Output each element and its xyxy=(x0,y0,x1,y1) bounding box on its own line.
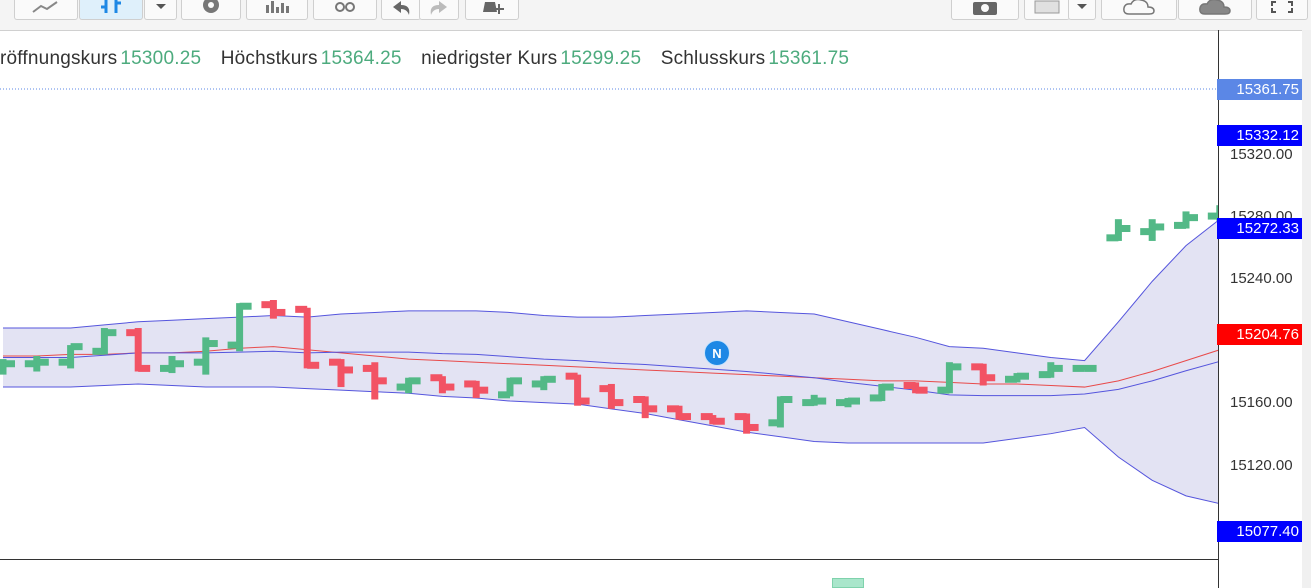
high-value: 15364.25 xyxy=(320,48,402,69)
ohlc-bar xyxy=(227,302,252,352)
ohlc-bar xyxy=(329,358,353,388)
redo-button[interactable] xyxy=(419,0,459,20)
ohlc-bar xyxy=(193,337,218,375)
ohlc-bar xyxy=(1207,205,1218,221)
indicators-icon xyxy=(266,0,289,13)
layout-dropdown[interactable] xyxy=(1068,0,1096,20)
load-chart-button[interactable] xyxy=(1101,0,1177,20)
fullscreen-button[interactable] xyxy=(1256,0,1308,20)
ohlc-bar xyxy=(1140,219,1165,241)
line-chart-icon xyxy=(32,0,58,13)
undo-button[interactable] xyxy=(381,0,421,20)
low-value: 15299.25 xyxy=(560,48,642,69)
snapshot-button[interactable] xyxy=(951,0,1019,20)
bar-chart-type-icon xyxy=(101,0,121,13)
compare-icon xyxy=(335,1,355,12)
ohlc-bar xyxy=(92,327,117,355)
last-price-label: 15361.75 xyxy=(1217,79,1302,100)
high-label: Höchstkurs xyxy=(220,48,318,69)
ohlc-bar xyxy=(633,395,658,419)
ohlc-bar xyxy=(802,394,827,407)
ohlc-bar xyxy=(1106,219,1131,242)
ohlc-bar xyxy=(700,413,725,425)
ohlc-bar xyxy=(836,397,860,408)
low-label: niedrigster Kurs xyxy=(421,48,558,69)
price-tick: 15160.00 xyxy=(1230,394,1293,411)
chart-type-dropdown[interactable] xyxy=(144,0,177,20)
ohlc-bar xyxy=(160,355,184,374)
line-chart-button[interactable] xyxy=(14,0,78,20)
upper-band-label: 15332.12 xyxy=(1217,125,1302,146)
ohlc-bar xyxy=(362,362,387,400)
layout-button[interactable] xyxy=(1024,0,1070,20)
price-scale-axis xyxy=(1218,30,1219,588)
ohlc-bar xyxy=(58,343,83,369)
ohlc-bar xyxy=(734,413,759,434)
ohlc-bar xyxy=(869,383,894,402)
ohlc-bar xyxy=(24,355,49,372)
ohlc-bar xyxy=(531,375,556,391)
add-alert-icon xyxy=(483,1,504,14)
ohlc-bar xyxy=(1072,364,1097,372)
ohlc-bar xyxy=(396,377,421,394)
moving-average-line xyxy=(3,346,1218,388)
ohlc-bar xyxy=(667,405,691,421)
ohlc-bar xyxy=(0,359,15,375)
open-value: 15300.25 xyxy=(120,48,202,69)
layout-icon xyxy=(1034,0,1060,13)
middle-band-label: 15272.33 xyxy=(1217,218,1302,239)
price-chart[interactable] xyxy=(0,30,1218,588)
cloud-upload-icon xyxy=(1199,0,1231,15)
news-marker[interactable]: N xyxy=(704,340,730,366)
ohlc-bar xyxy=(295,305,320,369)
bar-chart-type-button[interactable] xyxy=(79,0,143,20)
close-value: 15361.75 xyxy=(768,48,850,69)
ohlc-bar xyxy=(464,380,489,398)
moving-average-label: 15204.76 xyxy=(1217,324,1302,345)
bollinger-band-fill xyxy=(3,220,1218,504)
gear-icon xyxy=(203,0,219,13)
fullscreen-icon xyxy=(1271,0,1293,13)
price-tick: 15320.00 xyxy=(1230,146,1293,163)
right-scrollbar[interactable] xyxy=(1302,30,1311,588)
middle-band-line xyxy=(3,350,1218,397)
volume-bar xyxy=(832,578,864,588)
price-tick: 15240.00 xyxy=(1230,270,1293,287)
ohlc-bar xyxy=(1038,362,1063,379)
upper-band-line xyxy=(3,219,1218,362)
cloud-download-icon xyxy=(1123,0,1155,15)
ohlc-bar xyxy=(937,362,962,394)
lower-band-label: 15077.40 xyxy=(1217,521,1302,542)
settings-button[interactable] xyxy=(181,0,241,20)
undo-icon xyxy=(393,0,410,15)
compare-button[interactable] xyxy=(313,0,377,20)
ohlc-bar xyxy=(1005,372,1029,383)
ohlc-bar xyxy=(1174,211,1198,229)
ohlc-legend: röffnungskurs 15300.25 Höchstkurs 15364.25… xyxy=(0,48,863,70)
open-label: röffnungskurs xyxy=(0,48,118,69)
layout-chevron-down-icon xyxy=(1077,3,1087,9)
lower-band-line xyxy=(3,383,1218,504)
close-label: Schlusskurs xyxy=(660,48,766,69)
ohlc-bar xyxy=(599,383,624,409)
top-toolbar xyxy=(0,0,1311,31)
save-chart-button[interactable] xyxy=(1178,0,1252,20)
ohlc-bar xyxy=(430,374,455,394)
chevron-down-icon xyxy=(155,3,166,9)
ohlc-bar xyxy=(971,363,996,386)
ohlc-bar xyxy=(126,327,151,372)
ohlc-bar xyxy=(498,377,522,399)
ohlc-bar xyxy=(261,300,286,319)
ohlc-bar xyxy=(768,395,793,428)
camera-icon xyxy=(973,1,997,15)
price-scale[interactable]: 15320.00 15280.00 15240.00 15200.00 1516… xyxy=(1218,30,1302,588)
add-alert-button[interactable] xyxy=(465,0,519,20)
ohlc-bar xyxy=(565,372,590,406)
indicators-button[interactable] xyxy=(246,0,308,20)
price-tick: 15120.00 xyxy=(1230,457,1293,474)
redo-icon xyxy=(430,0,447,15)
ohlc-bar xyxy=(903,382,928,394)
